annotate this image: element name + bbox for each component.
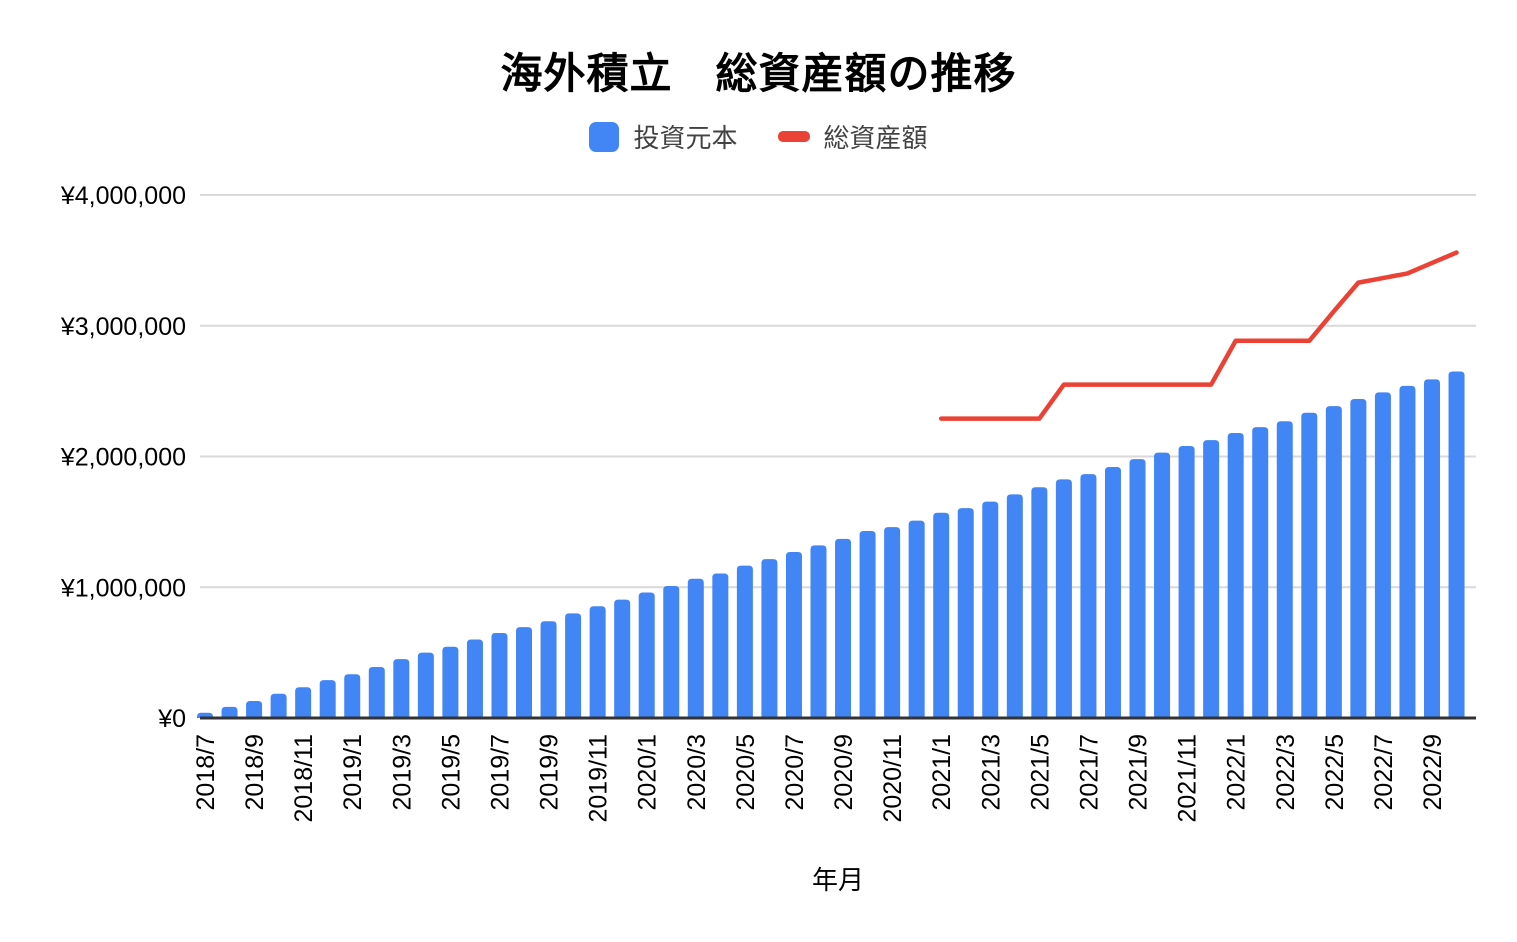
legend-item-total-assets: 総資産額 — [777, 118, 928, 155]
bar — [1350, 398, 1367, 718]
x-tick-label: 2021/1 — [928, 734, 956, 810]
bar — [1276, 421, 1293, 718]
x-tick-label: 2018/7 — [192, 734, 220, 810]
bar — [442, 646, 459, 718]
bar — [1203, 440, 1220, 718]
bar — [319, 680, 336, 718]
bar — [417, 652, 434, 718]
legend: 投資元本 総資産額 — [0, 118, 1517, 155]
bar — [982, 501, 999, 718]
x-tick-label: 2020/3 — [683, 734, 711, 810]
total-assets-line — [938, 250, 1459, 421]
x-tick-label: 2020/9 — [830, 734, 858, 810]
x-tick-label: 2022/3 — [1272, 734, 1300, 810]
bar — [1080, 474, 1097, 718]
bar — [1374, 392, 1391, 718]
bar — [810, 545, 827, 718]
bar — [687, 578, 704, 718]
x-tick-label: 2019/1 — [339, 734, 367, 810]
x-tick-label: 2019/7 — [486, 734, 514, 810]
x-tick-label: 2021/9 — [1125, 734, 1153, 810]
bar — [1448, 371, 1465, 718]
bar — [712, 573, 729, 718]
bar — [614, 599, 631, 718]
bar — [908, 520, 925, 718]
x-tick-label: 2020/1 — [634, 734, 662, 810]
x-tick-label: 2022/1 — [1223, 734, 1251, 810]
x-tick-label: 2018/11 — [290, 734, 318, 823]
x-tick-label: 2021/11 — [1174, 734, 1202, 823]
bar — [1178, 446, 1195, 718]
x-tick-label: 2020/11 — [879, 734, 907, 823]
bar — [1399, 385, 1416, 718]
bar — [466, 639, 483, 718]
legend-label-total-assets: 総資産額 — [823, 123, 928, 153]
x-tick-label: 2019/3 — [388, 734, 416, 810]
bar — [491, 633, 508, 718]
x-tick-label: 2019/5 — [437, 734, 465, 810]
x-tick-label: 2019/9 — [536, 734, 564, 810]
bar — [295, 687, 312, 718]
bar — [1031, 487, 1048, 718]
bar — [565, 613, 582, 718]
x-axis-labels: 2018/7 2018/9 2018/11 2019/1 2019/3 2019/5 201… — [192, 734, 1447, 823]
bar — [589, 606, 606, 718]
bar — [1424, 379, 1440, 718]
total-assets-dash-icon — [777, 131, 810, 142]
y-tick-label: ¥3,000,000 — [60, 313, 186, 341]
x-tick-label: 2021/7 — [1075, 734, 1103, 810]
bar — [761, 559, 778, 718]
bar — [1301, 412, 1318, 718]
bar — [736, 565, 753, 718]
x-tick-label: 2020/7 — [781, 734, 809, 810]
bar — [638, 592, 655, 718]
bar — [393, 659, 410, 718]
bar — [1129, 459, 1146, 718]
bar — [1154, 452, 1171, 718]
bar — [1227, 432, 1244, 718]
y-tick-label: ¥2,000,000 — [60, 444, 186, 472]
x-tick-label: 2020/5 — [732, 734, 760, 810]
x-tick-label: 2021/3 — [977, 734, 1005, 810]
y-axis-labels: ¥0 ¥1,000,000 ¥2,000,000 ¥3,000,000 ¥4,000,0… — [60, 182, 186, 733]
x-tick-label: 2018/9 — [241, 734, 269, 810]
bar — [1055, 479, 1072, 718]
y-tick-label: ¥4,000,000 — [60, 182, 186, 210]
x-tick-label: 2022/9 — [1419, 734, 1447, 810]
bar — [1006, 494, 1023, 718]
bar — [663, 585, 680, 718]
bar — [246, 701, 263, 718]
bar — [221, 706, 238, 718]
x-tick-label: 2019/11 — [585, 734, 613, 823]
bar — [540, 621, 557, 718]
bar — [368, 667, 385, 718]
bar — [344, 674, 361, 718]
bar — [884, 527, 901, 718]
bar — [957, 508, 974, 718]
bar — [1325, 406, 1342, 718]
bar — [516, 627, 533, 718]
bar — [1252, 427, 1269, 718]
legend-label-principal: 投資元本 — [633, 123, 738, 153]
x-axis-title: 年月 — [811, 865, 864, 895]
bar — [835, 538, 852, 718]
bar — [859, 531, 876, 718]
x-tick-label: 2022/5 — [1321, 734, 1349, 810]
bar — [785, 551, 802, 718]
bar — [270, 693, 287, 718]
y-tick-label: ¥0 — [157, 705, 186, 733]
bars-principal — [197, 371, 1465, 718]
x-tick-label: 2021/5 — [1026, 734, 1054, 810]
bar — [933, 512, 950, 718]
principal-swatch-icon — [589, 121, 620, 152]
y-tick-label: ¥1,000,000 — [60, 574, 186, 602]
bar — [1104, 466, 1121, 718]
page-title: 海外積立 総資産額の推移 — [500, 50, 1017, 97]
x-tick-label: 2022/7 — [1370, 734, 1398, 810]
legend-item-principal: 投資元本 — [589, 118, 738, 155]
